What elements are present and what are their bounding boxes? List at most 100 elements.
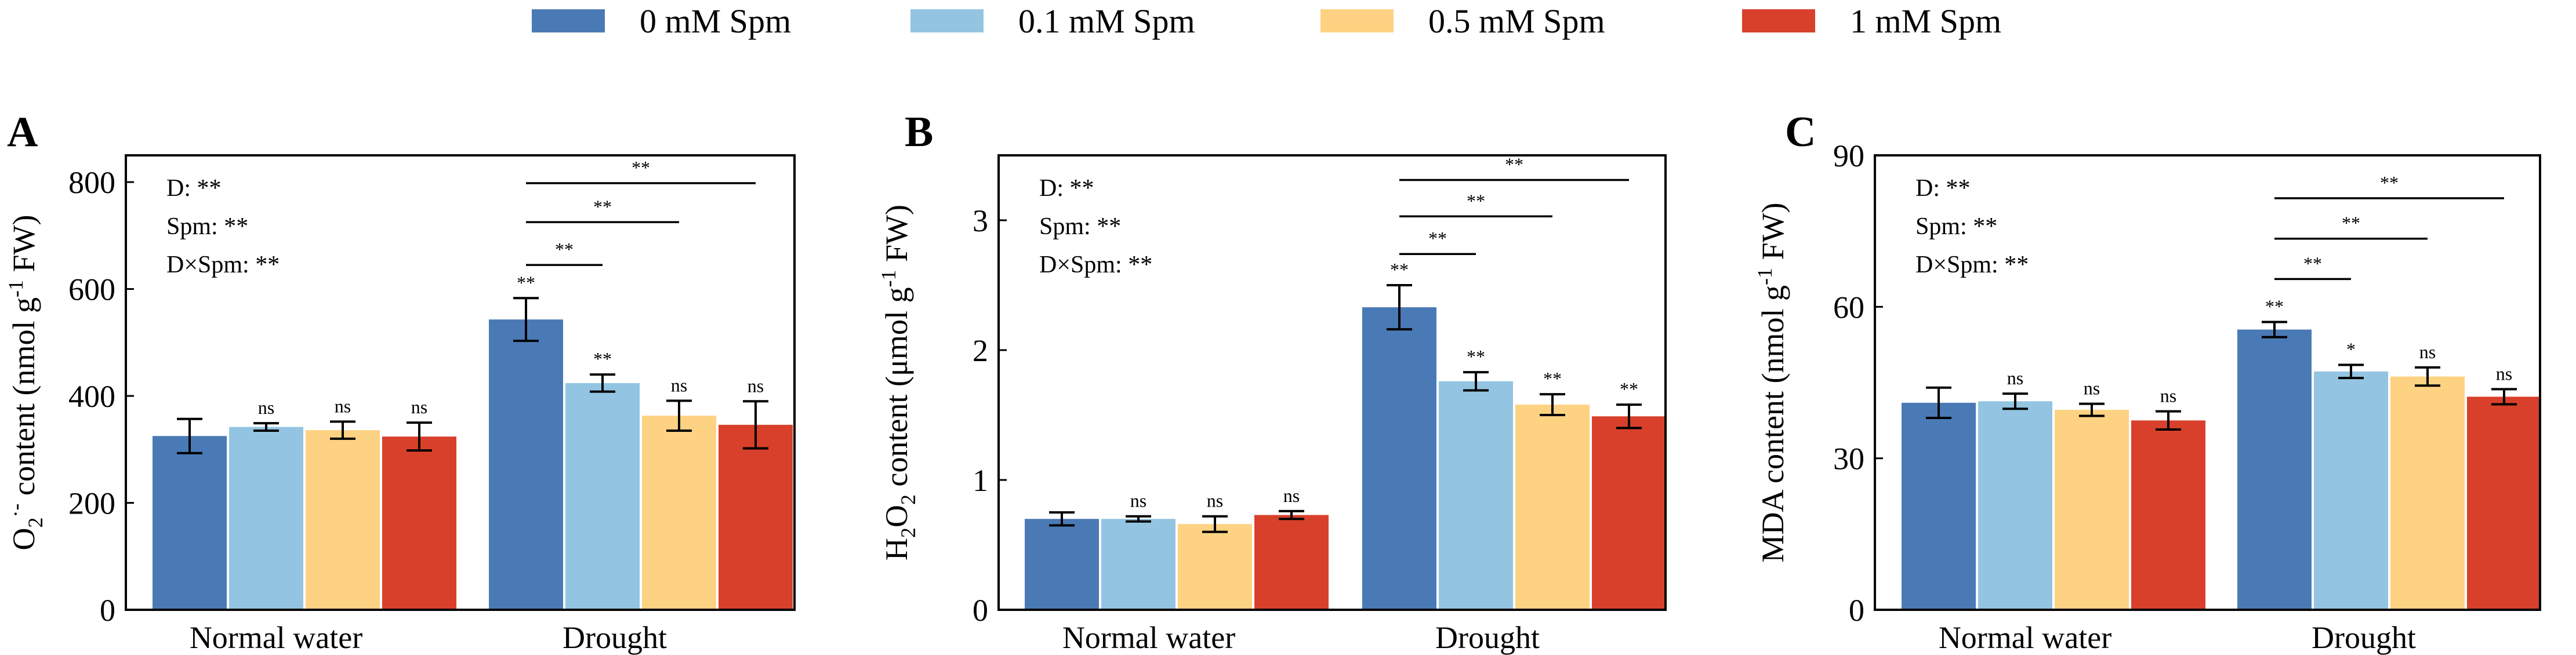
y-tick-label: 30: [1833, 442, 1864, 476]
y-axis-label-part: -1: [1753, 268, 1776, 285]
bracket-label: **: [2342, 213, 2360, 234]
y-axis-label-part: FW): [879, 205, 914, 270]
anova-stat-text: D×Spm: **: [166, 252, 280, 278]
bar: [2237, 329, 2312, 610]
legend-label-1: 0.1 mM Spm: [1018, 2, 1195, 40]
bar: [1178, 524, 1252, 610]
significance-label: ns: [335, 395, 351, 416]
plot-frame: [1874, 154, 2541, 611]
significance-label: **: [517, 272, 535, 293]
y-tick-label: 0: [100, 593, 115, 628]
significance-label: **: [1620, 379, 1638, 399]
y-axis-label-part: 2: [897, 494, 920, 505]
bar: [1025, 519, 1099, 610]
significance-label: ns: [671, 374, 687, 395]
bar: [642, 416, 716, 610]
bar: [1439, 381, 1513, 610]
plot-frame: [997, 154, 1667, 611]
significance-label: **: [593, 348, 612, 369]
bar: [489, 319, 563, 610]
bar: [1902, 402, 1976, 610]
legend-item-0: 0 mM Spm: [532, 2, 792, 40]
significance-label: *: [2346, 339, 2356, 360]
y-axis-label-part: ·-: [4, 503, 27, 517]
anova-stat-text: D: **: [166, 175, 222, 202]
significance-label: ns: [2496, 363, 2512, 384]
y-tick-label: 0: [973, 593, 988, 628]
bracket-label: **: [1505, 154, 1523, 175]
bar: [153, 436, 227, 610]
significance-label: ns: [2419, 341, 2436, 362]
bar: [1978, 401, 2052, 610]
anova-stat-text: D: **: [1915, 175, 1971, 202]
significance-label: **: [2265, 296, 2284, 316]
y-tick-label: 90: [1833, 139, 1864, 173]
panel-label: C: [1785, 108, 1816, 156]
bracket-label: **: [2380, 172, 2399, 193]
significance-label: ns: [1283, 485, 1300, 506]
bracket-label: **: [1467, 190, 1485, 211]
legend-swatch-0: [532, 9, 605, 32]
bracket-label: **: [1428, 228, 1447, 249]
bar: [1515, 405, 1590, 610]
panel-label: A: [7, 108, 38, 156]
legend-swatch-1: [910, 9, 984, 32]
y-axis-label: MDA content (nmol g-1 FW): [1753, 203, 1790, 563]
bar: [1362, 307, 1436, 610]
significance-label: ns: [2007, 367, 2023, 388]
bar: [382, 436, 456, 610]
category-label: Drought: [563, 620, 667, 655]
significance-label: **: [1543, 368, 1562, 389]
legend-item-1: 0.1 mM Spm: [910, 2, 1195, 40]
plot-frame: [125, 154, 796, 611]
y-tick-label: 200: [68, 486, 115, 521]
anova-stat-text: D×Spm: **: [1915, 252, 2029, 278]
significance-label: ns: [2160, 385, 2176, 406]
significance-label: ns: [258, 397, 274, 418]
chart-panel-b: B 0 1 2 3 ** ns ** ns ** ns ** ** ** ** D: ** Spm: ** D×S…: [877, 108, 1667, 655]
significance-label: ns: [1207, 490, 1223, 511]
y-tick-label: 800: [68, 165, 115, 200]
legend-item-2: 0.5 mM Spm: [1320, 2, 1605, 40]
bar: [2055, 410, 2129, 610]
bracket-label: **: [593, 196, 612, 217]
y-tick-label: 3: [973, 203, 988, 238]
significance-label: ns: [748, 375, 764, 396]
anova-stat-text: Spm: **: [1039, 213, 1121, 240]
anova-stat-text: D×Spm: **: [1039, 252, 1152, 278]
y-axis-label-part: O: [879, 505, 914, 527]
significance-label: ns: [1130, 490, 1146, 511]
bar: [2390, 376, 2465, 610]
bar: [306, 430, 380, 610]
significance-label: ns: [411, 396, 427, 417]
bar: [1592, 416, 1666, 610]
anova-stat-text: Spm: **: [166, 213, 248, 240]
category-label: Drought: [1435, 620, 1540, 655]
legend-label-2: 0.5 mM Spm: [1428, 2, 1605, 40]
y-axis-label-part: FW): [1755, 203, 1790, 268]
y-tick-label: 600: [68, 272, 115, 307]
bar: [2314, 371, 2388, 610]
bracket-label: **: [555, 239, 574, 260]
significance-label: **: [1467, 346, 1485, 367]
y-tick-label: 60: [1833, 290, 1864, 325]
y-axis-label: O2·- content (nmol g-1 FW): [4, 215, 47, 551]
bar: [1254, 515, 1329, 610]
category-label: Normal water: [1939, 620, 2111, 655]
y-tick-label: 400: [68, 379, 115, 414]
anova-stat-text: D: **: [1039, 175, 1094, 202]
bar: [2467, 396, 2541, 610]
bracket-label: **: [2303, 253, 2322, 274]
y-tick-label: 1: [973, 463, 988, 498]
legend-item-3: 1 mM Spm: [1742, 2, 2002, 40]
y-axis-label-part: H: [879, 538, 914, 561]
bar: [1101, 519, 1175, 610]
anova-stat-text: Spm: **: [1915, 213, 1997, 240]
legend-swatch-3: [1742, 9, 1815, 32]
y-axis-label: H2O2 content (μmol g-1 FW): [877, 205, 920, 561]
significance-label: ns: [2084, 378, 2100, 399]
bar: [229, 427, 303, 610]
chart-panel-a: A 0 200 400 600 800 ** ns ** ns ns ns ns ** ** ** D: ** S…: [4, 108, 796, 655]
legend-label-0: 0 mM Spm: [640, 2, 792, 40]
legend-label-3: 1 mM Spm: [1850, 2, 2002, 40]
